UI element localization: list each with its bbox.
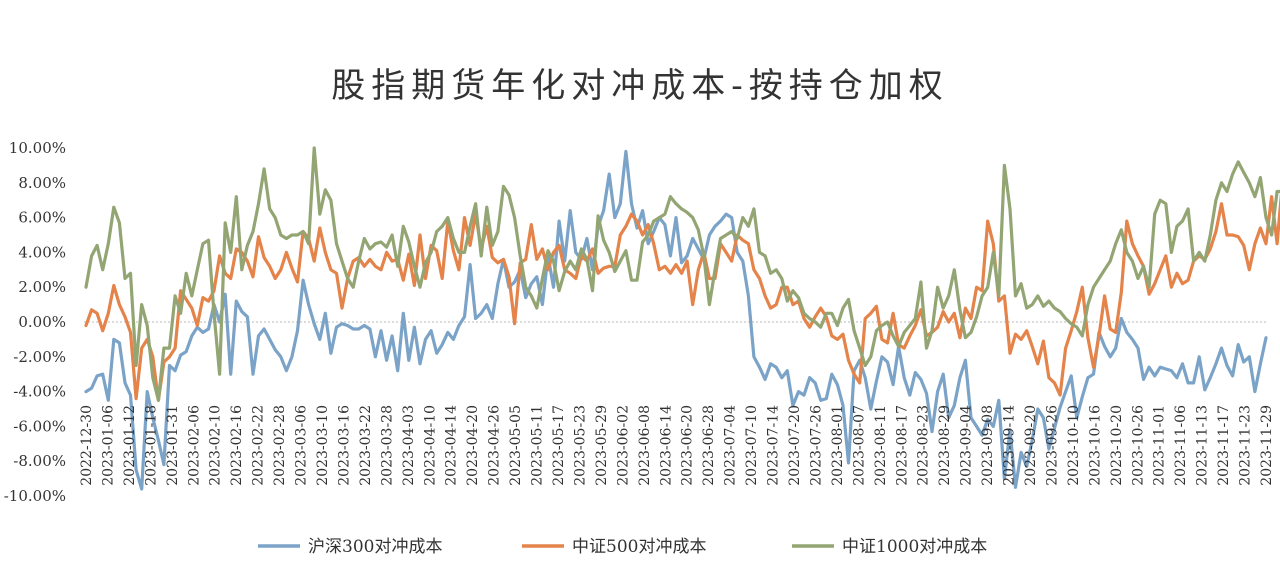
legend: 沪深300对冲成本 中证500对冲成本 中证1000对冲成本 — [258, 537, 987, 557]
x-tick-label: 2023-08-07 — [851, 405, 867, 486]
x-tick-label: 2023-04-26 — [487, 405, 503, 486]
x-tick-label: 2023-01-06 — [100, 405, 116, 486]
x-tick-label: 2023-02-16 — [229, 405, 245, 486]
x-tick-label: 2023-09-26 — [1044, 405, 1060, 486]
x-tick-label: 2023-02-22 — [251, 405, 267, 486]
x-tick-label: 2023-10-26 — [1130, 405, 1146, 486]
x-tick-label: 2023-03-16 — [336, 405, 352, 486]
x-tick-label: 2023-09-20 — [1023, 405, 1039, 486]
x-tick-label: 2023-11-06 — [1173, 405, 1189, 486]
y-tick-label: -8.00% — [13, 452, 66, 470]
x-tick-label: 2023-02-10 — [208, 405, 224, 486]
y-tick-label: 2.00% — [18, 278, 66, 296]
x-tick-label: 2023-09-04 — [959, 405, 975, 486]
x-tick-label: 2023-08-17 — [894, 405, 910, 486]
x-tick-label: 2023-11-13 — [1195, 405, 1211, 486]
x-tick-label: 2023-06-14 — [658, 405, 674, 486]
x-tick-label: 2023-07-14 — [766, 405, 782, 486]
series-line-2 — [84, 191, 1280, 402]
series-line-1 — [84, 149, 1268, 491]
x-tick-label: 2023-05-23 — [572, 405, 588, 486]
x-tick-label: 2023-06-28 — [701, 405, 717, 486]
y-tick-label: -2.00% — [13, 348, 66, 366]
x-tick-label: 2023-05-29 — [594, 405, 610, 486]
x-tick-label: 2023-11-01 — [1152, 405, 1168, 486]
y-tick-label: -10.00% — [4, 487, 66, 505]
x-tick-label: 2023-08-11 — [873, 405, 889, 486]
x-tick-label: 2023-11-23 — [1238, 405, 1254, 486]
x-tick-label: 2023-09-14 — [1002, 405, 1018, 486]
x-tick-label: 2023-10-20 — [1109, 405, 1125, 486]
x-tick-label: 2023-03-22 — [358, 405, 374, 486]
x-tick-label: 2023-11-17 — [1216, 405, 1232, 486]
y-tick-label: -4.00% — [13, 383, 66, 401]
x-tick-label: 2023-10-10 — [1066, 405, 1082, 486]
x-tick-label: 2023-04-03 — [401, 405, 417, 486]
x-tick-label: 2023-08-23 — [916, 405, 932, 486]
x-tick-label: 2023-05-11 — [530, 405, 546, 486]
y-tick-label: -6.00% — [13, 417, 66, 435]
x-tick-label: 2023-08-29 — [937, 405, 953, 486]
x-tick-label: 2023-07-20 — [787, 405, 803, 486]
x-tick-label: 2023-01-12 — [122, 405, 138, 486]
x-tick-label: 2023-01-31 — [165, 405, 181, 486]
x-tick-label: 2023-04-14 — [444, 405, 460, 486]
series-line-3 — [84, 146, 1280, 402]
x-tick-label: 2023-05-05 — [508, 405, 524, 486]
y-axis: 10.00% 8.00% 6.00% 4.00% 2.00% 0.00% -2.00% -4.… — [4, 139, 66, 505]
x-tick-label: 2023-06-20 — [680, 405, 696, 486]
x-tick-label: 2023-03-10 — [315, 405, 331, 486]
x-tick-label: 2023-09-08 — [980, 405, 996, 486]
x-tick-label: 2023-01-18 — [143, 405, 159, 486]
y-tick-label: 4.00% — [18, 243, 66, 261]
x-tick-label: 2023-02-28 — [272, 405, 288, 486]
legend-label: 沪深300对冲成本 — [308, 537, 442, 557]
x-tick-label: 2023-06-02 — [615, 405, 631, 486]
x-tick-label: 2023-06-08 — [637, 405, 653, 486]
x-tick-label: 2023-07-04 — [723, 405, 739, 486]
x-tick-label: 2023-02-06 — [186, 405, 202, 486]
x-tick-label: 2023-04-20 — [465, 405, 481, 486]
legend-label: 中证1000对冲成本 — [842, 537, 987, 557]
x-tick-label: 2023-03-28 — [379, 405, 395, 486]
x-tick-label: 2023-05-17 — [551, 405, 567, 486]
x-tick-label: 2023-07-10 — [744, 405, 760, 486]
series-lines — [84, 146, 1280, 491]
y-tick-label: 6.00% — [18, 209, 66, 227]
y-tick-label: 10.00% — [9, 139, 66, 157]
x-tick-label: 2023-08-01 — [830, 405, 846, 486]
x-tick-label: 2022-12-30 — [79, 405, 95, 486]
chart-title: 股指期货年化对冲成本-按持仓加权 — [331, 66, 949, 106]
x-tick-label: 2023-07-26 — [808, 405, 824, 486]
x-tick-label: 2023-04-10 — [422, 405, 438, 486]
x-tick-label: 2023-11-29 — [1259, 405, 1275, 486]
legend-label: 中证500对冲成本 — [572, 537, 706, 557]
x-tick-label: 2023-10-16 — [1087, 405, 1103, 486]
y-tick-label: 0.00% — [18, 313, 66, 331]
x-axis: 2022-12-30 2023-01-06 2023-01-12 2023-01-18… — [79, 405, 1275, 486]
y-tick-label: 8.00% — [18, 174, 66, 192]
x-tick-label: 2023-03-06 — [294, 405, 310, 486]
